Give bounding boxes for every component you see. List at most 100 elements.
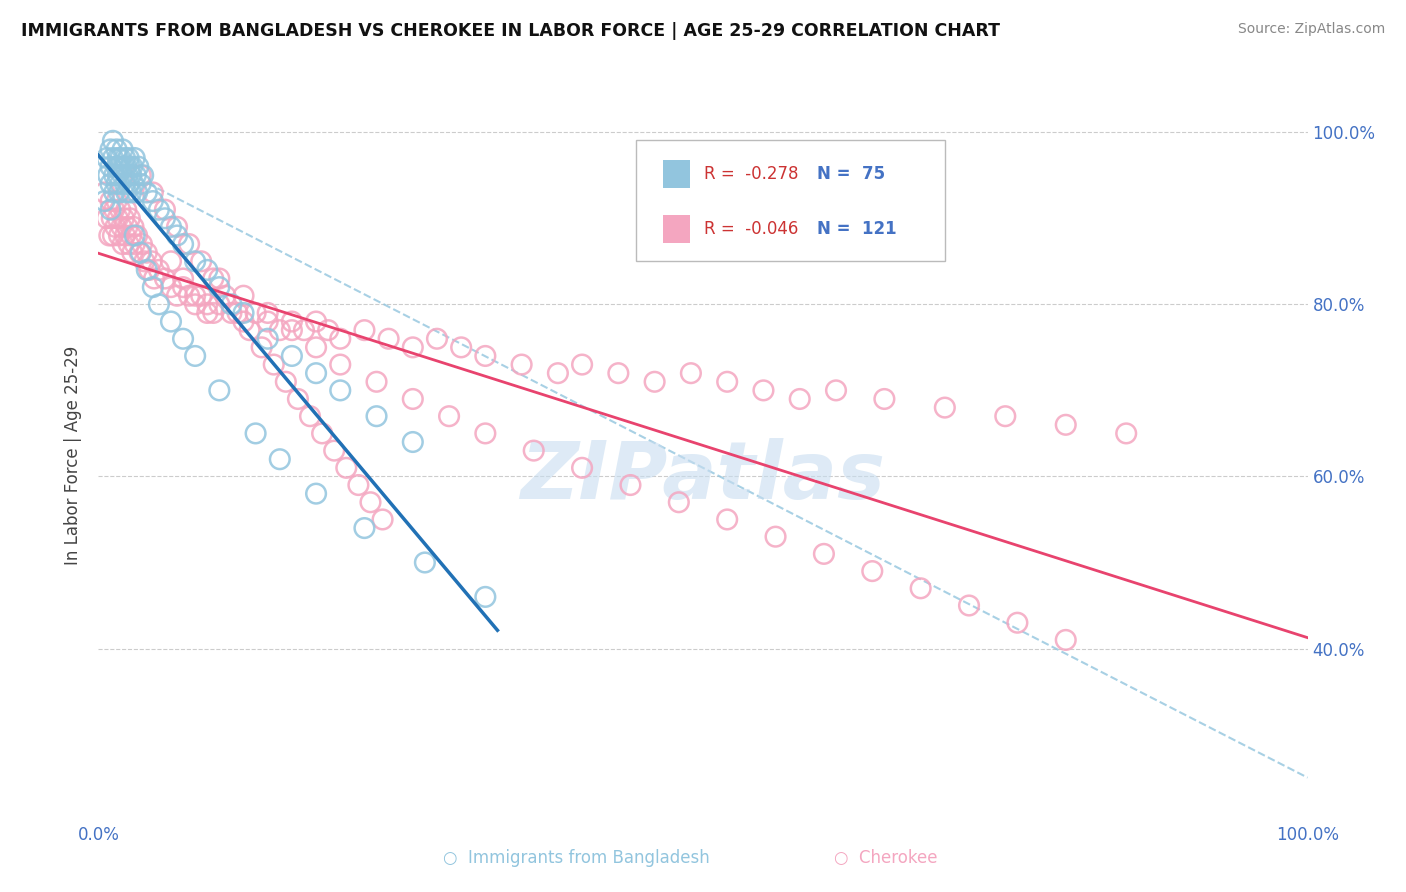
Point (97, 168, 120, 182)
Point (110, 160, 132, 174)
Point (232, 289, 254, 303)
Point (329, 384, 352, 398)
Point (124, 237, 146, 252)
Point (208, 271, 231, 285)
Point (135, 245, 157, 260)
Point (93, 186, 115, 200)
Point (571, 358, 593, 372)
FancyBboxPatch shape (664, 215, 690, 243)
Point (100, 177, 122, 191)
Point (100, 202, 122, 217)
Text: R =  -0.046: R = -0.046 (704, 220, 799, 238)
Point (142, 280, 165, 294)
Point (118, 151, 141, 165)
Point (287, 392, 309, 406)
Point (263, 358, 285, 372)
Point (716, 512, 738, 526)
Point (120, 186, 142, 200)
Point (160, 280, 183, 294)
Point (125, 168, 148, 182)
Point (153, 211, 176, 226)
Point (115, 186, 138, 200)
Point (366, 409, 388, 424)
Point (402, 392, 425, 406)
Point (100, 211, 122, 226)
Point (142, 186, 165, 200)
Point (184, 297, 207, 311)
Point (105, 160, 128, 174)
Point (510, 358, 533, 372)
Point (120, 168, 142, 182)
Point (245, 426, 267, 441)
Point (121, 160, 143, 174)
Point (184, 349, 207, 363)
Point (118, 237, 141, 252)
Point (292, 323, 315, 337)
Point (111, 143, 134, 157)
Point (160, 254, 183, 268)
Point (329, 358, 352, 372)
Point (120, 228, 142, 243)
Point (114, 177, 136, 191)
Point (360, 495, 382, 509)
Point (121, 245, 143, 260)
Point (474, 590, 496, 604)
Point (994, 409, 1017, 424)
Point (347, 478, 370, 492)
Point (934, 401, 956, 415)
Point (166, 228, 188, 243)
Point (232, 314, 254, 328)
Point (426, 332, 449, 346)
Point (474, 426, 496, 441)
Point (96, 211, 118, 226)
Point (402, 435, 425, 450)
Point (184, 254, 207, 268)
Point (129, 168, 152, 182)
Point (118, 211, 141, 226)
Point (132, 168, 155, 182)
Point (131, 237, 153, 252)
Text: ○  Immigrants from Bangladesh: ○ Immigrants from Bangladesh (443, 849, 710, 867)
Text: ○  Cherokee: ○ Cherokee (834, 849, 938, 867)
Point (101, 151, 124, 165)
Point (115, 160, 138, 174)
Point (166, 219, 188, 234)
Point (644, 375, 666, 389)
Point (281, 323, 304, 337)
Point (111, 237, 134, 252)
Point (127, 186, 149, 200)
Point (202, 306, 225, 320)
Point (172, 332, 194, 346)
Point (111, 168, 134, 182)
Point (190, 289, 212, 303)
Point (93, 194, 115, 208)
Point (619, 478, 641, 492)
Point (208, 280, 231, 294)
Point (256, 314, 278, 328)
Point (190, 254, 212, 268)
Y-axis label: In Labor Force | Age 25-29: In Labor Force | Age 25-29 (65, 345, 83, 565)
Point (957, 599, 980, 613)
Point (245, 306, 267, 320)
Point (571, 460, 593, 475)
Point (122, 177, 145, 191)
Point (124, 151, 146, 165)
Text: Source: ZipAtlas.com: Source: ZipAtlas.com (1237, 22, 1385, 37)
Point (450, 340, 472, 354)
Point (108, 151, 131, 165)
Point (269, 323, 291, 337)
Point (208, 384, 231, 398)
Point (98, 228, 121, 243)
Text: N =  75: N = 75 (817, 165, 884, 183)
Point (910, 582, 932, 596)
Point (402, 340, 425, 354)
Point (179, 237, 201, 252)
Point (269, 452, 291, 467)
Point (172, 271, 194, 285)
Point (1007, 615, 1029, 630)
Point (148, 263, 170, 277)
Point (221, 306, 243, 320)
Point (115, 202, 138, 217)
Point (108, 177, 131, 191)
Point (172, 280, 194, 294)
